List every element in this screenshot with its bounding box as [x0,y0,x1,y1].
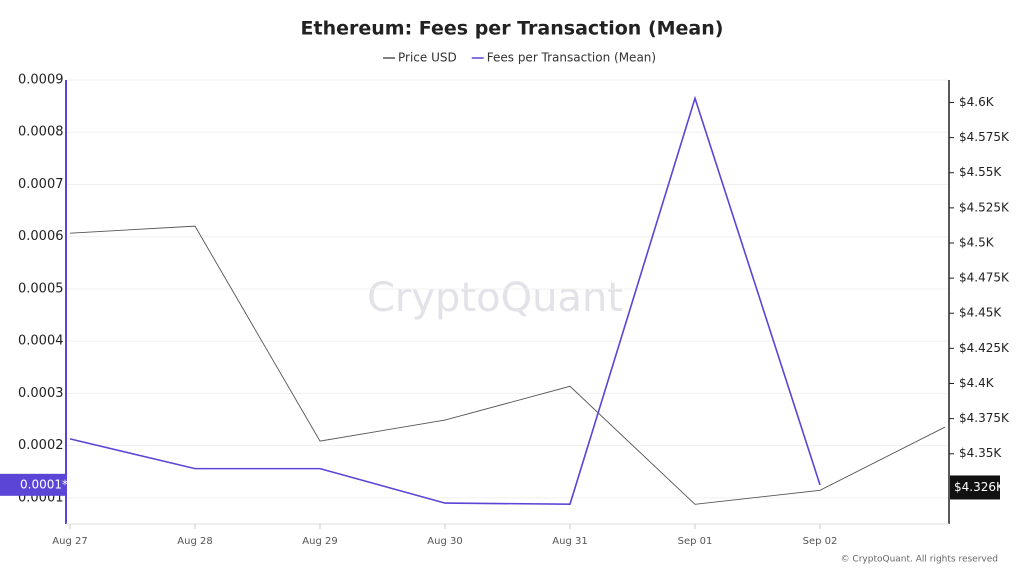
y-tick-label: 0.0007 [18,177,64,192]
y-tick-label: 0.0008 [18,125,64,140]
credit: © CryptoQuant. All rights reserved [841,555,998,565]
y-tick-label: 0.0006 [18,229,64,244]
y2-marker-badge [950,475,1000,500]
y-tick-label: 0.0009 [18,73,64,88]
y2-tick-label: $4.4K [959,376,995,390]
x-tick-label: Aug 29 [302,536,337,547]
chart-title: Ethereum: Fees per Transaction (Mean) [301,18,724,40]
y-marker-label: 0.0001* [20,477,68,491]
y2-tick-label: $4.575K [959,130,1010,144]
y-marker-badge [0,473,66,496]
series-line [69,95,821,505]
y2-tick-label: $4.55K [959,165,1002,179]
y2-tick-label: $4.35K [959,446,1002,460]
y-tick-label: 0.0005 [18,281,64,296]
x-tick-label: Sep 02 [803,536,838,547]
x-tick-label: Aug 30 [427,536,462,547]
legend-label: Price USD [398,51,457,65]
y2-marker-label: $4.326K [954,480,1005,494]
x-tick-label: Aug 31 [552,536,587,547]
y2-tick-label: $4.5K [959,235,995,249]
y2-tick-label: $4.475K [959,271,1010,285]
y-tick-label: 0.0004 [18,334,64,349]
y-tick-label: 0.0002 [18,438,64,453]
y2-tick-label: $4.6K [959,95,995,109]
series-line [69,225,946,505]
y-tick-label: 0.0003 [18,386,64,401]
y2-tick-label: $4.45K [959,306,1002,320]
y2-tick-label: $4.375K [959,411,1010,425]
watermark: CryptoQuant [367,275,623,321]
legend-label: Fees per Transaction (Mean) [487,51,656,65]
y2-tick-label: $4.425K [959,341,1010,355]
x-tick-label: Aug 27 [52,536,87,547]
y2-tick-label: $4.525K [959,200,1010,214]
x-tick-label: Aug 28 [177,536,212,547]
x-tick-label: Sep 01 [678,536,713,547]
